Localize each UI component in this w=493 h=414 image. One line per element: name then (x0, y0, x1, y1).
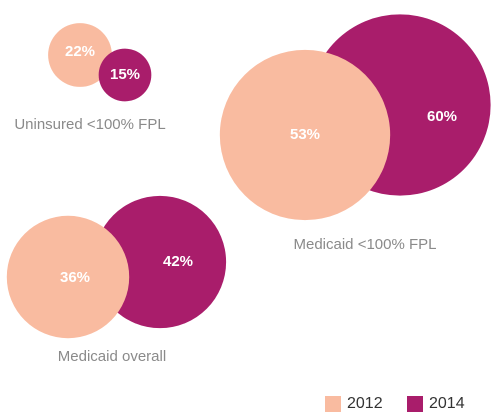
value-label: 15% (110, 66, 140, 83)
group-label: Medicaid overall (58, 348, 166, 365)
bubble (48, 23, 112, 87)
value-label: 42% (163, 253, 193, 270)
value-label: 36% (60, 269, 90, 286)
bubble (93, 195, 227, 329)
group-label: Medicaid <100% FPL (294, 236, 437, 253)
bubble (6, 215, 130, 339)
bubble (98, 48, 152, 102)
bubble (219, 49, 391, 221)
value-label: 53% (290, 126, 320, 143)
value-label: 60% (427, 108, 457, 125)
value-label: 22% (65, 43, 95, 60)
group-label: Uninsured <100% FPL (14, 116, 165, 133)
legend-swatch (407, 396, 423, 412)
legend-label: 2014 (429, 395, 465, 412)
legend-swatch (325, 396, 341, 412)
legend-label: 2012 (347, 395, 383, 412)
